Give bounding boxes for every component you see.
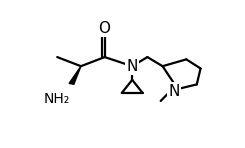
Text: N: N: [126, 59, 138, 74]
Polygon shape: [69, 66, 81, 84]
Text: N: N: [168, 84, 180, 99]
Text: NH₂: NH₂: [43, 92, 69, 106]
Text: O: O: [98, 21, 110, 36]
